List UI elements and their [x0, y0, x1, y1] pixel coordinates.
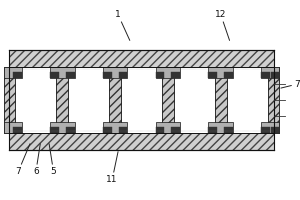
Bar: [10, 133, 274, 150]
Bar: [103, 122, 128, 133]
Bar: [118, 72, 127, 78]
Bar: [208, 72, 217, 78]
Bar: [261, 67, 279, 78]
Bar: [268, 67, 279, 133]
Text: 5: 5: [49, 144, 56, 176]
Bar: [156, 67, 180, 78]
Bar: [215, 67, 226, 133]
Bar: [50, 72, 59, 78]
Bar: [56, 67, 68, 133]
Bar: [121, 67, 162, 133]
Bar: [208, 122, 233, 133]
Bar: [4, 122, 22, 133]
Bar: [156, 72, 164, 78]
Bar: [261, 122, 279, 133]
Bar: [66, 127, 75, 133]
Bar: [66, 72, 75, 78]
Bar: [208, 67, 233, 78]
Bar: [103, 67, 128, 78]
Text: 12: 12: [215, 10, 230, 40]
Text: 6: 6: [33, 144, 40, 176]
Bar: [13, 127, 22, 133]
Bar: [271, 72, 279, 78]
Bar: [4, 67, 15, 133]
Bar: [10, 133, 274, 150]
Bar: [109, 67, 121, 133]
Bar: [68, 67, 109, 133]
Bar: [224, 72, 233, 78]
Bar: [171, 72, 180, 78]
Bar: [215, 67, 226, 133]
Bar: [208, 127, 217, 133]
Bar: [13, 72, 22, 78]
Bar: [109, 67, 121, 133]
Bar: [103, 72, 112, 78]
Bar: [156, 122, 180, 133]
Text: 7: 7: [281, 80, 300, 89]
Bar: [4, 67, 22, 78]
Text: 1: 1: [115, 10, 130, 40]
Bar: [10, 50, 274, 67]
Text: 11: 11: [106, 152, 118, 184]
Bar: [56, 67, 68, 133]
Bar: [171, 127, 180, 133]
Bar: [15, 67, 56, 133]
Bar: [174, 67, 215, 133]
Bar: [10, 50, 274, 67]
Bar: [224, 127, 233, 133]
Bar: [261, 72, 270, 78]
Text: 7: 7: [15, 144, 30, 176]
Bar: [50, 127, 59, 133]
Bar: [50, 67, 75, 78]
Bar: [226, 67, 268, 133]
Bar: [268, 67, 279, 133]
Bar: [261, 127, 270, 133]
Bar: [118, 127, 127, 133]
Bar: [156, 127, 164, 133]
Bar: [103, 127, 112, 133]
Bar: [4, 67, 15, 133]
Bar: [271, 127, 279, 133]
Bar: [162, 67, 174, 133]
Bar: [50, 122, 75, 133]
Bar: [162, 67, 174, 133]
